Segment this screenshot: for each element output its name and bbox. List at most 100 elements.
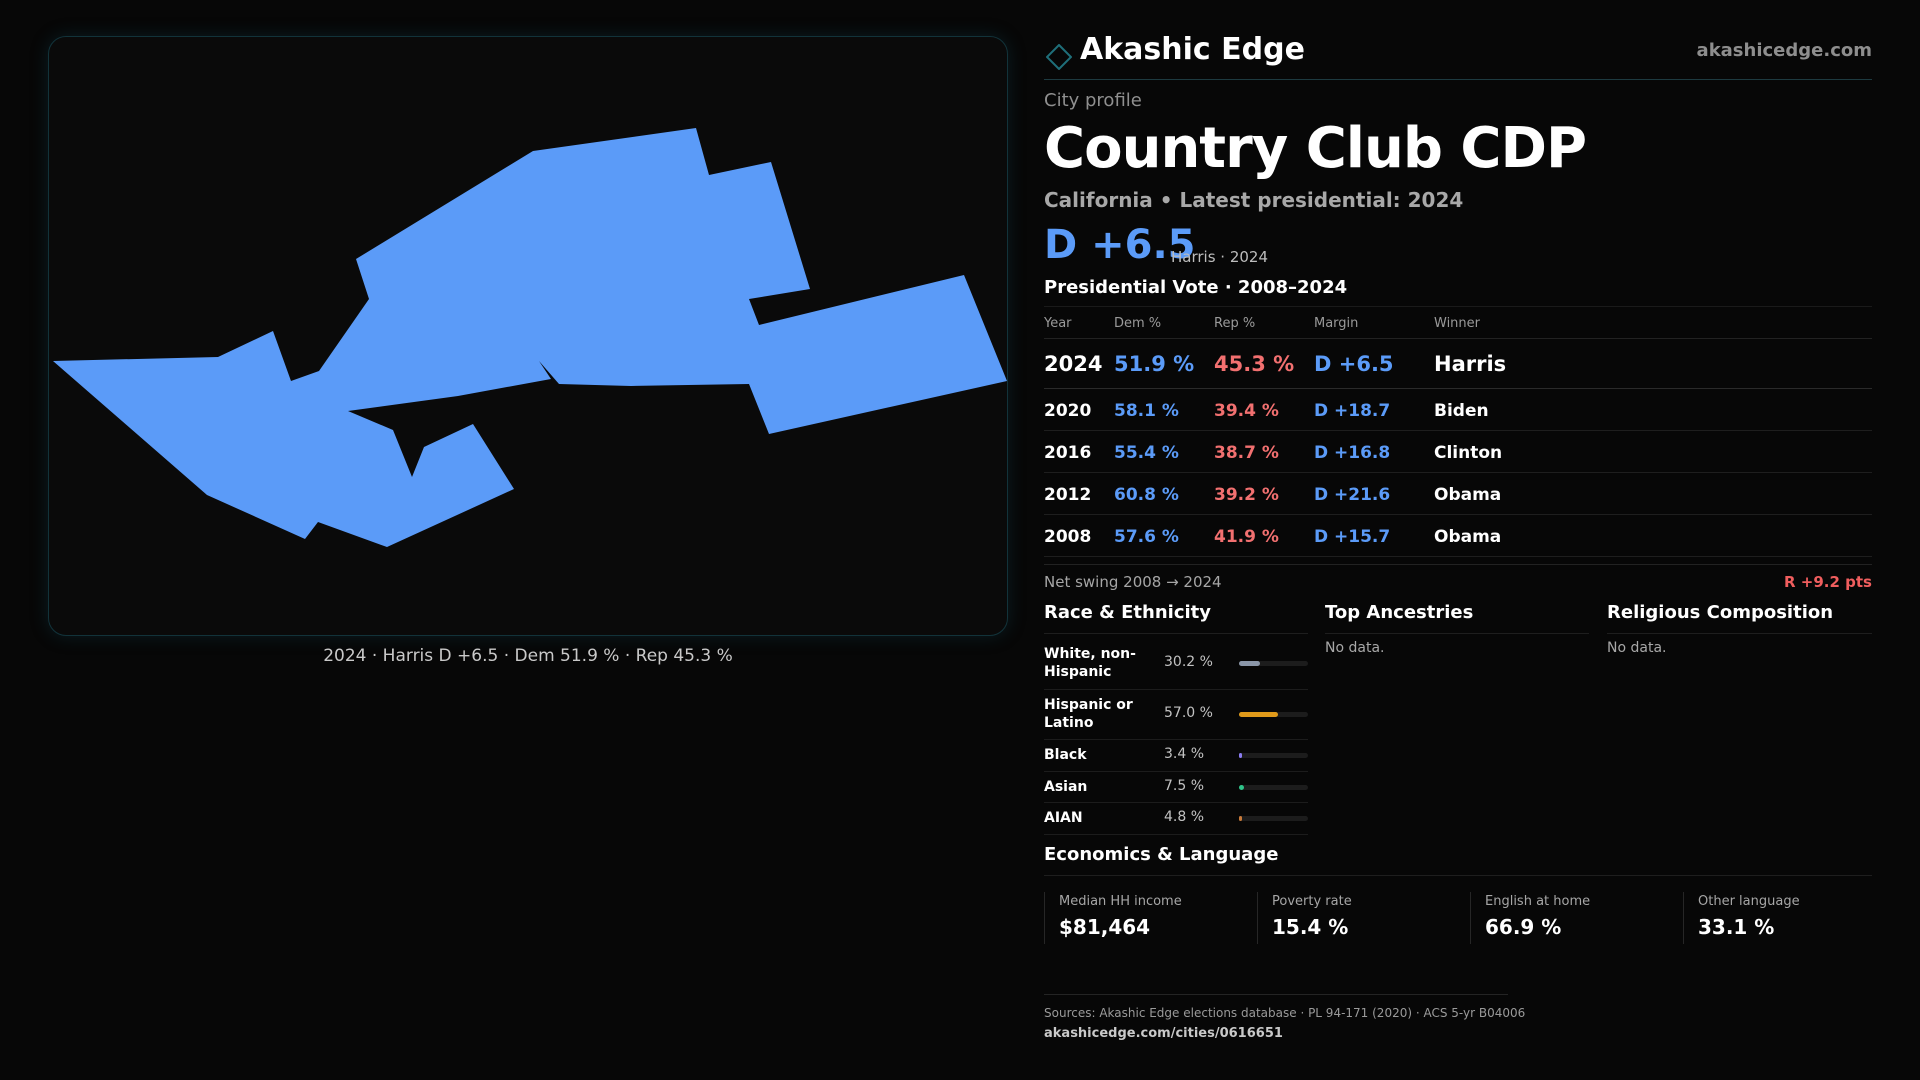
ancestries-empty: No data.	[1325, 640, 1385, 656]
race-bar-fill	[1239, 712, 1279, 717]
race-bar-fill	[1239, 816, 1243, 821]
row-margin: D +6.5	[1314, 352, 1394, 376]
profile-subtitle: California • Latest presidential: 2024	[1044, 188, 1464, 212]
profile-kicker: City profile	[1044, 90, 1142, 111]
row-year: 2016	[1044, 443, 1092, 463]
vote-section-title: Presidential Vote · 2008–2024	[1044, 277, 1348, 298]
race-bar-fill	[1239, 785, 1245, 790]
footer-divider	[1044, 994, 1508, 995]
race-row: AIAN 4.8 %	[1044, 803, 1308, 835]
econ-stat-poverty-rate: Poverty rate 15.4 %	[1257, 892, 1457, 944]
econ-label: Poverty rate	[1272, 894, 1352, 909]
row-margin: D +15.7	[1314, 527, 1391, 547]
race-section-title: Race & Ethnicity	[1044, 600, 1308, 634]
race-name: Black	[1044, 747, 1087, 763]
ancestries-section-title: Top Ancestries	[1325, 600, 1589, 634]
row-winner: Obama	[1434, 485, 1502, 505]
row-winner: Harris	[1434, 352, 1507, 376]
race-name: AIAN	[1044, 810, 1083, 826]
header-rep: Rep %	[1214, 316, 1256, 331]
econ-stat-english-at-home: English at home 66.9 %	[1470, 892, 1670, 944]
row-dem: 58.1 %	[1114, 401, 1179, 421]
race-bar-fill	[1239, 753, 1242, 758]
race-pct: 57.0 %	[1164, 705, 1213, 721]
net-swing-row: Net swing 2008 → 2024 R +9.2 pts	[1044, 564, 1872, 600]
latest-margin-note: Harris · 2024	[1171, 248, 1269, 266]
header-margin: Margin	[1314, 316, 1359, 331]
latest-margin: D +6.5	[1044, 222, 1196, 268]
religion-section-title: Religious Composition	[1607, 600, 1872, 634]
header-year: Year	[1044, 316, 1072, 331]
econ-value: $81,464	[1059, 915, 1151, 939]
race-bar-track	[1239, 785, 1308, 790]
race-bar-track	[1239, 661, 1308, 666]
row-winner: Obama	[1434, 527, 1502, 547]
table-row: 2020 58.1 % 39.4 % D +18.7 Biden	[1044, 389, 1872, 431]
race-row: Hispanic or Latino 57.0 %	[1044, 690, 1308, 740]
econ-value: 33.1 %	[1698, 915, 1775, 939]
race-name: White, non-Hispanic	[1044, 646, 1136, 680]
econ-value: 15.4 %	[1272, 915, 1349, 939]
city-boundary-polygon	[53, 128, 1007, 547]
table-row: 2024 51.9 % 45.3 % D +6.5 Harris	[1044, 339, 1872, 389]
presidential-vote-table: Year Dem % Rep % Margin Winner 2024 51.9…	[1044, 306, 1872, 557]
city-boundary-map	[48, 36, 1008, 636]
row-year: 2012	[1044, 485, 1092, 505]
race-row: Black 3.4 %	[1044, 740, 1308, 772]
row-margin: D +21.6	[1314, 485, 1391, 505]
race-pct: 7.5 %	[1164, 778, 1205, 794]
race-row: Asian 7.5 %	[1044, 772, 1308, 803]
row-rep: 39.4 %	[1214, 401, 1279, 421]
econ-label: English at home	[1485, 894, 1591, 909]
economics-section-title: Economics & Language	[1044, 844, 1872, 876]
net-swing-label: Net swing 2008 → 2024	[1044, 573, 1222, 591]
brand-header: Akashic Edge akashicedge.com	[1044, 32, 1872, 80]
race-name: Hispanic or Latino	[1044, 697, 1133, 731]
row-rep: 38.7 %	[1214, 443, 1279, 463]
race-pct: 30.2 %	[1164, 654, 1213, 670]
row-year: 2024	[1044, 352, 1103, 376]
econ-stat-median-income: Median HH income $81,464	[1044, 892, 1244, 944]
religion-empty: No data.	[1607, 640, 1667, 656]
row-year: 2008	[1044, 527, 1092, 547]
brand-name: Akashic Edge	[1080, 32, 1305, 67]
table-header: Year Dem % Rep % Margin Winner	[1044, 307, 1872, 339]
row-rep: 41.9 %	[1214, 527, 1279, 547]
race-name: Asian	[1044, 779, 1088, 795]
city-boundary-shape	[53, 128, 1007, 547]
table-row: 2008 57.6 % 41.9 % D +15.7 Obama	[1044, 515, 1872, 557]
race-bar-fill	[1239, 661, 1260, 666]
header-winner: Winner	[1434, 316, 1481, 331]
brand-url-link[interactable]: akashicedge.com	[1696, 40, 1872, 61]
race-bar-track	[1239, 753, 1308, 758]
econ-value: 66.9 %	[1485, 915, 1562, 939]
race-pct: 3.4 %	[1164, 746, 1205, 762]
footer-url-link[interactable]: akashicedge.com/cities/0616651	[1044, 1026, 1283, 1041]
row-rep: 45.3 %	[1214, 352, 1295, 376]
table-row: 2016 55.4 % 38.7 % D +16.8 Clinton	[1044, 431, 1872, 473]
row-dem: 60.8 %	[1114, 485, 1179, 505]
race-pct: 4.8 %	[1164, 809, 1205, 825]
row-margin: D +16.8	[1314, 443, 1391, 463]
table-row: 2012 60.8 % 39.2 % D +21.6 Obama	[1044, 473, 1872, 515]
row-year: 2020	[1044, 401, 1092, 421]
row-dem: 55.4 %	[1114, 443, 1179, 463]
econ-label: Other language	[1698, 894, 1800, 909]
map-caption: 2024 · Harris D +6.5 · Dem 51.9 % · Rep …	[323, 646, 733, 666]
footer-sources: Sources: Akashic Edge elections database…	[1044, 1006, 1526, 1020]
row-dem: 51.9 %	[1114, 352, 1195, 376]
header-dem: Dem %	[1114, 316, 1162, 331]
row-dem: 57.6 %	[1114, 527, 1179, 547]
row-winner: Clinton	[1434, 443, 1503, 463]
row-margin: D +18.7	[1314, 401, 1391, 421]
race-row: White, non-Hispanic 30.2 %	[1044, 640, 1308, 690]
econ-label: Median HH income	[1059, 894, 1182, 909]
page-title: Country Club CDP	[1044, 116, 1587, 181]
row-rep: 39.2 %	[1214, 485, 1279, 505]
diamond-outline-icon	[1046, 44, 1072, 70]
net-swing-value: R +9.2 pts	[1784, 573, 1872, 591]
race-bar-track	[1239, 816, 1308, 821]
econ-stat-other-language: Other language 33.1 %	[1683, 892, 1883, 944]
row-winner: Biden	[1434, 401, 1489, 421]
race-bar-track	[1239, 712, 1308, 717]
